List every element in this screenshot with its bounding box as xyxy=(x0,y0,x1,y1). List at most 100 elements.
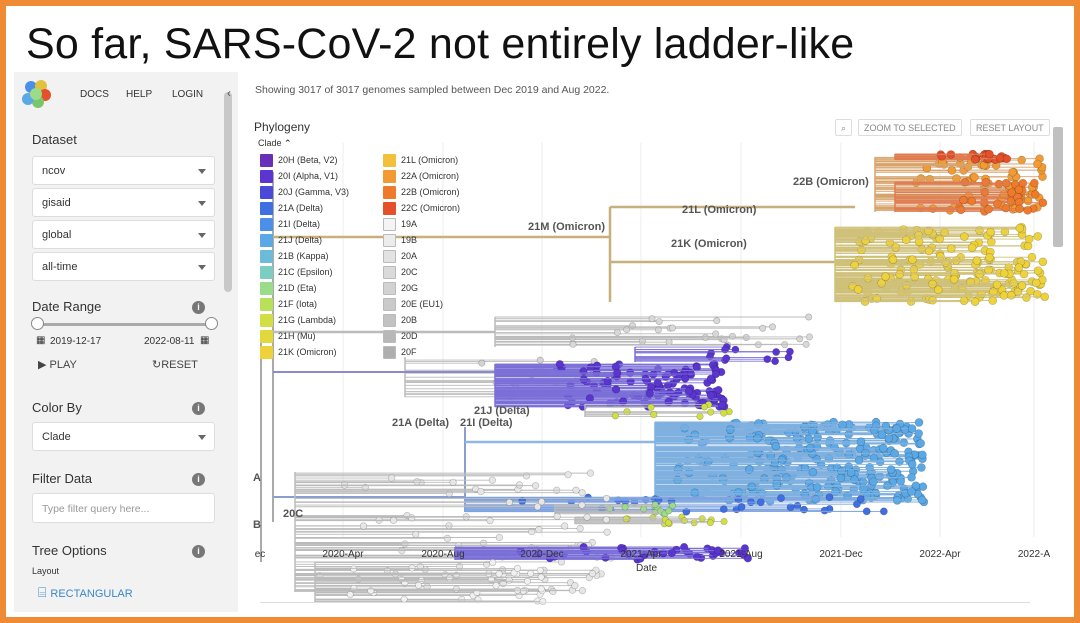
tree-tip[interactable] xyxy=(970,297,980,306)
tree-tip[interactable] xyxy=(602,494,611,503)
tree-tip[interactable] xyxy=(1007,291,1016,300)
tree-tip[interactable] xyxy=(895,270,904,279)
tree-tip[interactable] xyxy=(495,533,503,542)
tree-tip[interactable] xyxy=(800,422,809,432)
tree-tip[interactable] xyxy=(946,244,956,253)
tree-tip[interactable] xyxy=(531,482,540,490)
tree-tip[interactable] xyxy=(808,467,818,477)
tree-tip[interactable] xyxy=(771,357,780,366)
tree-tip[interactable] xyxy=(1026,286,1035,296)
tree-tip[interactable] xyxy=(869,477,878,487)
legend-item[interactable]: 21H (Mu) xyxy=(260,330,316,343)
tree-tip[interactable] xyxy=(805,443,815,453)
dataset-select-db[interactable]: gisaid xyxy=(32,188,215,217)
tree-tip[interactable] xyxy=(618,397,628,406)
tree-tip[interactable] xyxy=(486,517,494,525)
tree-tip[interactable] xyxy=(1022,293,1031,302)
tree-tip[interactable] xyxy=(756,498,765,507)
tree-tip[interactable] xyxy=(515,481,524,489)
tree-tip[interactable] xyxy=(879,443,888,453)
tree-tip[interactable] xyxy=(1017,155,1027,165)
tree-tip[interactable] xyxy=(800,505,808,514)
tree-tip[interactable] xyxy=(602,516,610,524)
tree-tip[interactable] xyxy=(706,391,716,400)
nav-docs[interactable]: DOCS xyxy=(80,89,109,100)
tree-tip[interactable] xyxy=(586,363,595,372)
tree-tip[interactable] xyxy=(725,425,735,434)
tree-tip[interactable] xyxy=(743,554,752,563)
tree-tip[interactable] xyxy=(993,199,1002,209)
tree-tip[interactable] xyxy=(999,291,1009,300)
tree-tip[interactable] xyxy=(408,564,416,572)
tree-tip[interactable] xyxy=(681,374,690,383)
legend-item[interactable]: 20J (Gamma, V3) xyxy=(260,186,349,199)
tree-tip[interactable] xyxy=(585,394,594,403)
tree-tip[interactable] xyxy=(892,496,902,505)
tree-tip[interactable] xyxy=(988,296,998,305)
tree-tip[interactable] xyxy=(895,457,904,466)
tree-tip[interactable] xyxy=(853,285,863,294)
tree-tip[interactable] xyxy=(700,403,709,411)
tree-tip[interactable] xyxy=(350,565,358,573)
legend-item[interactable]: 21B (Kappa) xyxy=(260,250,329,263)
legend-item[interactable]: 21F (Iota) xyxy=(260,298,317,311)
tree-tip[interactable] xyxy=(665,338,673,346)
tree-tip[interactable] xyxy=(613,368,622,378)
date-start[interactable]: 2019-12-17 xyxy=(50,336,102,347)
tree-tip[interactable] xyxy=(611,412,620,420)
reset-layout-button[interactable]: RESET LAYOUT xyxy=(970,119,1050,136)
tree-tip[interactable] xyxy=(1024,234,1034,244)
tree-tip[interactable] xyxy=(713,317,721,325)
tree-tip[interactable] xyxy=(505,576,513,584)
tree-tip[interactable] xyxy=(800,463,810,473)
tree-tip[interactable] xyxy=(489,558,497,566)
tree-tip[interactable] xyxy=(820,506,829,515)
tree-tip[interactable] xyxy=(446,574,454,582)
tree-tip[interactable] xyxy=(578,587,587,595)
info-icon[interactable]: i xyxy=(192,301,205,314)
tree-tip[interactable] xyxy=(999,269,1009,278)
tree-tip[interactable] xyxy=(588,569,597,578)
sidebar-scrollbar[interactable] xyxy=(224,92,232,292)
tree-tip[interactable] xyxy=(1014,185,1024,194)
tree-tip[interactable] xyxy=(389,516,398,524)
tree-tip[interactable] xyxy=(772,348,781,356)
tree-tip[interactable] xyxy=(975,226,984,235)
tree-tip[interactable] xyxy=(846,468,856,478)
tree-tip[interactable] xyxy=(1015,204,1024,214)
legend-item[interactable]: 21G (Lambda) xyxy=(260,314,336,327)
date-slider-track[interactable] xyxy=(36,323,212,326)
tree-tip[interactable] xyxy=(536,356,544,364)
tree-tip[interactable] xyxy=(825,493,834,502)
layout-rectangular-button[interactable]: ⌸ RECTANGULAR xyxy=(38,584,133,601)
tree-tip[interactable] xyxy=(1017,281,1027,290)
tree-tip[interactable] xyxy=(881,272,890,281)
tree-tip[interactable] xyxy=(1040,292,1050,302)
tree-tip[interactable] xyxy=(981,177,991,187)
tree-tip[interactable] xyxy=(1023,206,1032,215)
info-icon[interactable]: i xyxy=(192,402,205,415)
tree-tip[interactable] xyxy=(1019,269,1029,279)
date-slider-end-handle[interactable] xyxy=(205,317,218,330)
legend-item[interactable]: 21J (Delta) xyxy=(260,234,322,247)
tree-tip[interactable] xyxy=(488,476,496,484)
tree-tip[interactable] xyxy=(561,522,569,530)
tree-tip[interactable] xyxy=(1014,263,1024,272)
tree-tip[interactable] xyxy=(759,324,767,332)
tree-tip[interactable] xyxy=(527,569,535,577)
tree-tip[interactable] xyxy=(763,355,772,364)
tree-tip[interactable] xyxy=(706,374,715,383)
tree-tip[interactable] xyxy=(836,473,846,483)
tree-tip[interactable] xyxy=(578,489,586,497)
tree-tip[interactable] xyxy=(692,552,702,561)
info-icon[interactable]: i xyxy=(192,473,205,486)
legend-item[interactable]: 20A xyxy=(383,250,417,263)
tree-tip[interactable] xyxy=(960,232,969,241)
tree-tip[interactable] xyxy=(720,517,728,525)
tree-tip[interactable] xyxy=(707,408,715,416)
tree-tip[interactable] xyxy=(682,507,691,516)
tree-tip[interactable] xyxy=(533,503,542,511)
tree-tip[interactable] xyxy=(664,397,673,406)
tree-tip[interactable] xyxy=(907,487,916,496)
tree-tip[interactable] xyxy=(901,235,911,245)
